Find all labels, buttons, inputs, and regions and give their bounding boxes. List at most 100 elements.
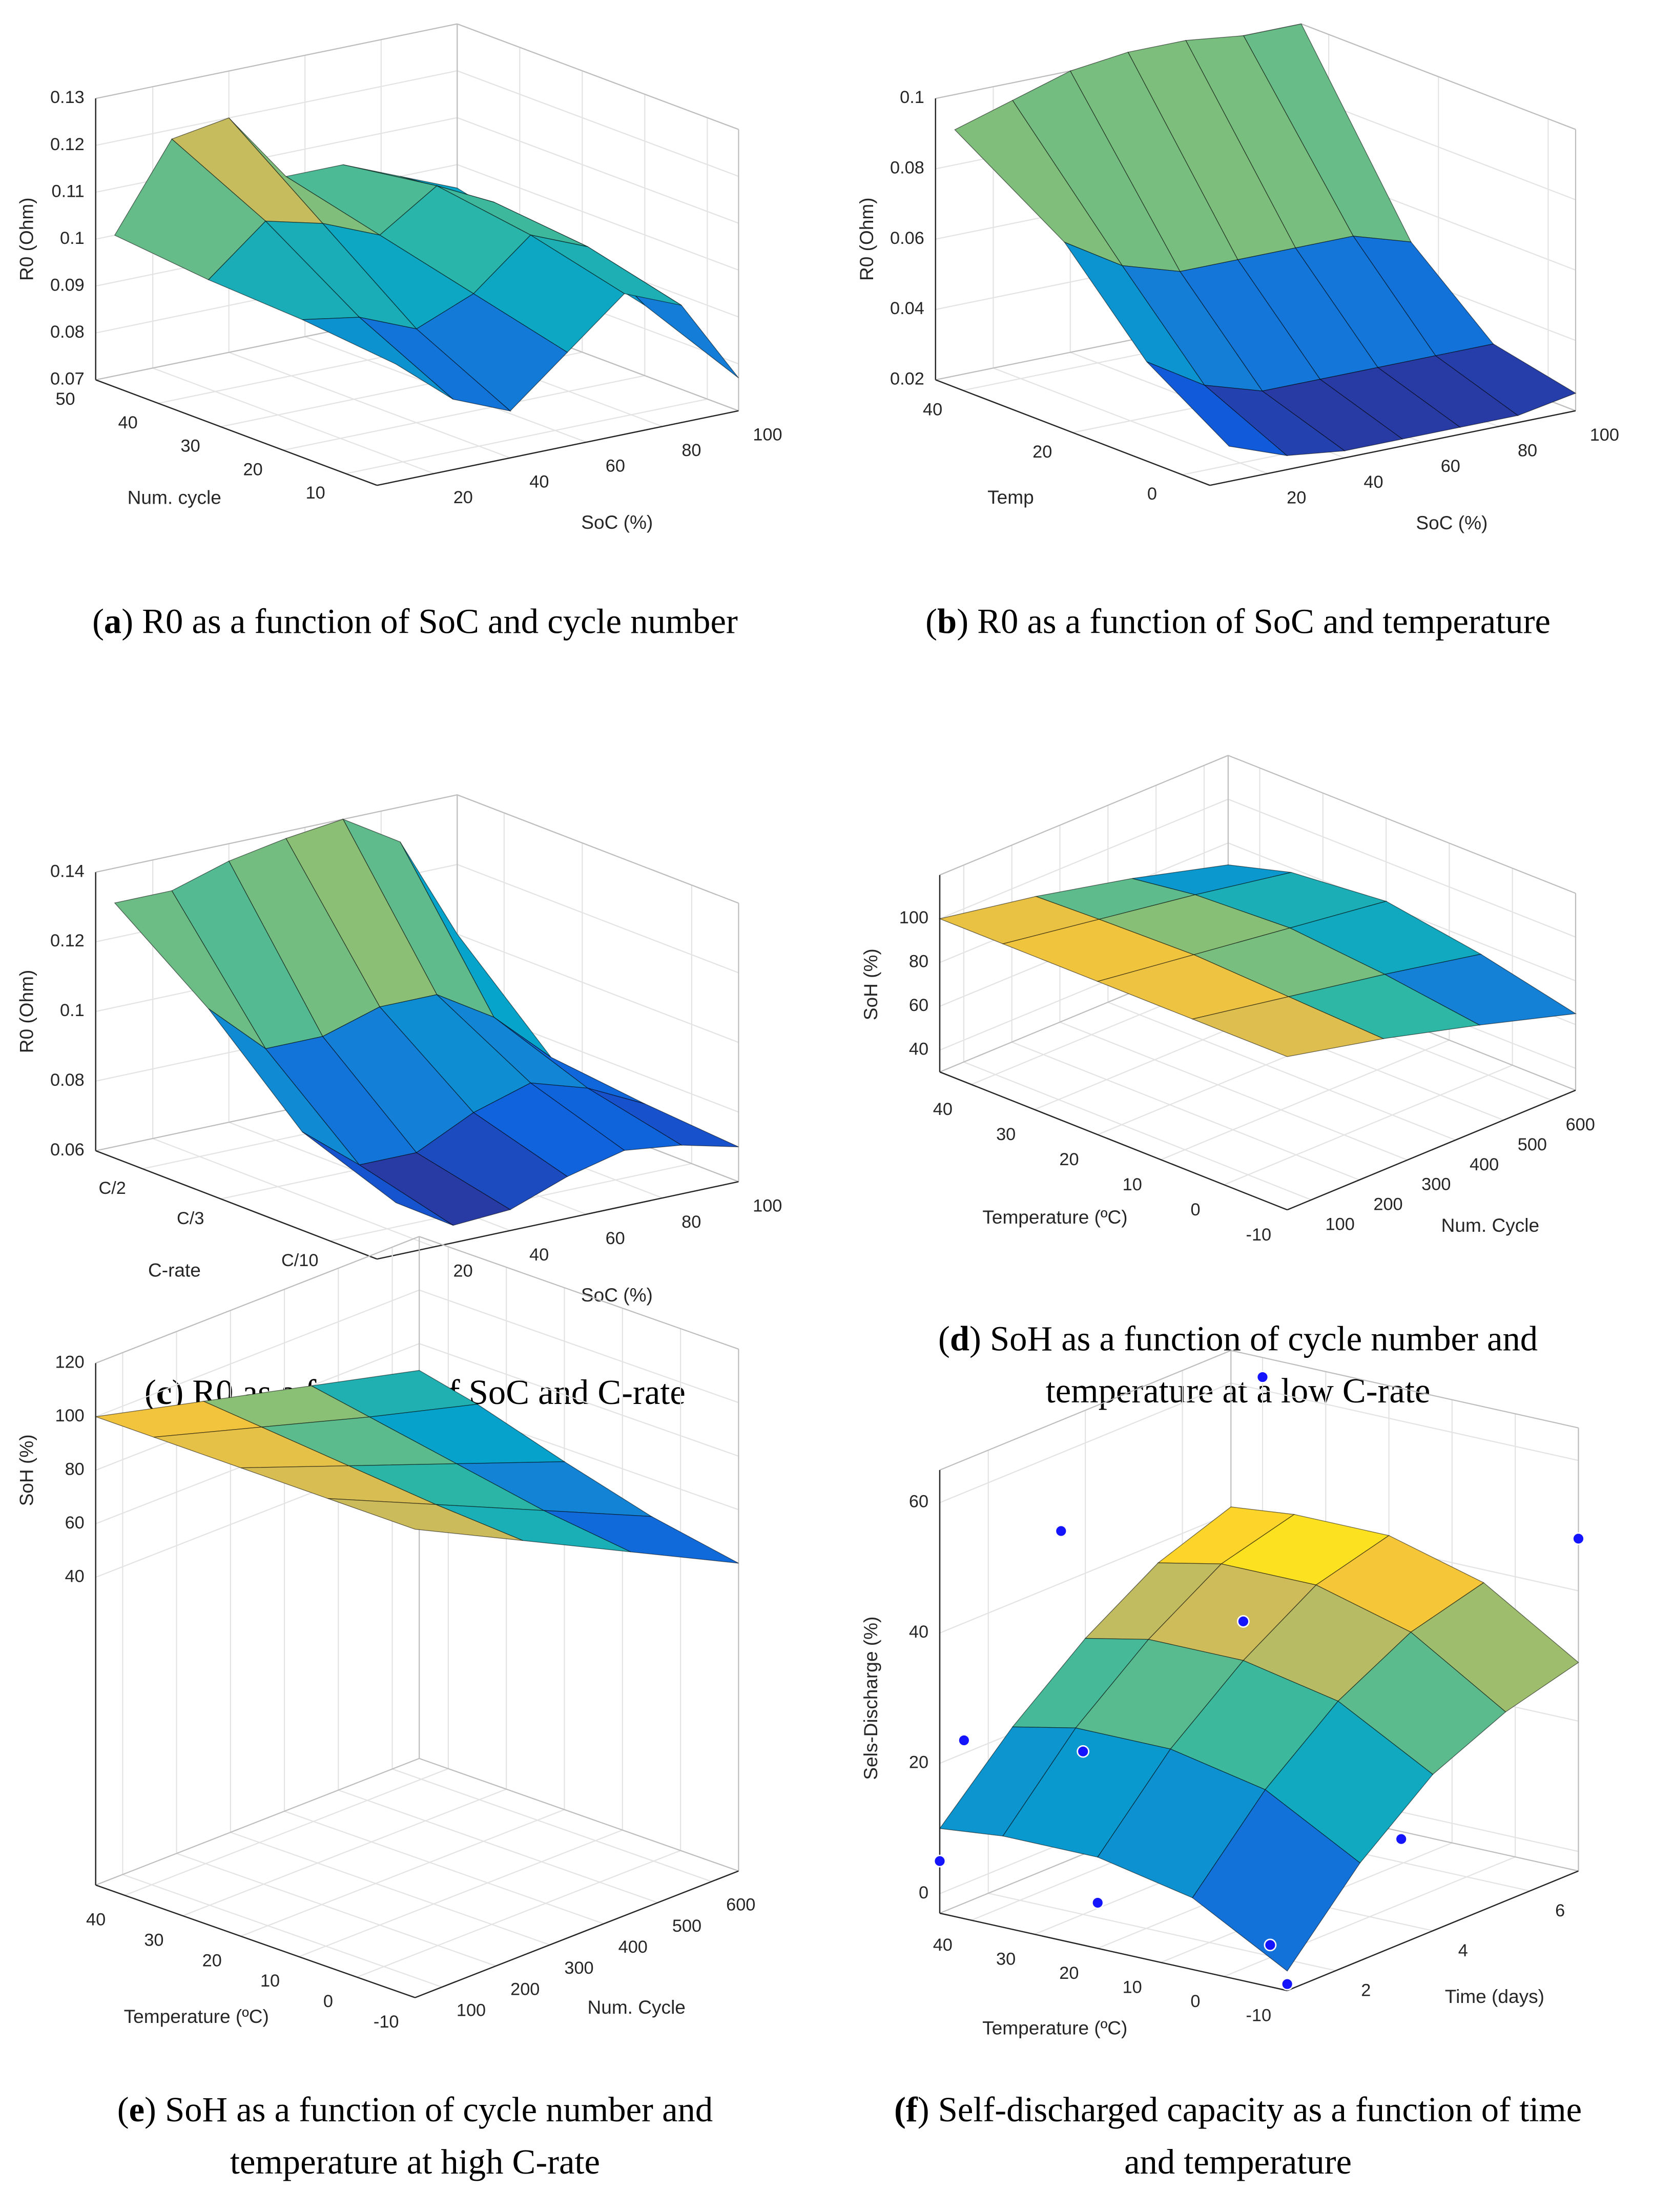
grid-line [1224,1064,1513,1186]
y-tick-label: 0 [1147,484,1157,504]
z-tick-label: 0.04 [890,299,924,318]
data-point [958,1734,970,1747]
y-tick-label: 6 [1555,1901,1565,1920]
x-tick-label: 100 [1590,425,1619,445]
y-tick-label: 100 [1326,1214,1355,1234]
x-tick-label: 30 [144,1930,163,1950]
y-tick-label: 500 [1518,1135,1547,1154]
z-tick-label: 0.12 [50,931,85,950]
x-tick-label: 20 [1059,1150,1079,1169]
z-tick-label: 0 [919,1883,928,1903]
x-tick-label: 40 [933,1100,953,1119]
grid-line [95,70,458,146]
surface-patch [1191,996,1385,1057]
x-tick-label: 40 [529,1245,549,1265]
z-tick-label: 40 [65,1566,85,1586]
z-tick-label: 100 [55,1406,85,1425]
x-axis-label: SoC (%) [581,511,653,533]
y-axis-label: Temp [987,486,1034,508]
y-tick-label: 40 [923,400,942,419]
data-point [1237,1615,1250,1628]
y-axis [415,1870,739,1998]
y-tick-label: 10 [306,483,325,503]
grid-line [457,933,739,1043]
z-tick-label: 60 [909,996,928,1015]
box-edge [1231,1350,1579,1429]
grid-line [1011,1041,1360,1181]
x-tick-label: 10 [1123,1175,1142,1194]
y-axis-label: Num. cycle [128,486,221,508]
data-point [933,1854,946,1868]
x-axis-label: Temperature (ºC) [982,1206,1127,1228]
x-tick-label: 40 [86,1910,106,1929]
y-tick-label: 2 [1361,1981,1371,2000]
grid-line [939,1513,1231,1634]
y-tick-label: 500 [672,1916,701,1936]
box-edge [457,794,739,904]
y-tick-label: 30 [181,437,200,456]
caption-part: ) SoH as a function of cycle number and [144,2090,713,2129]
caption-part: f [906,2090,918,2129]
grid-line [230,1831,550,1946]
surface-patch [302,1131,453,1226]
box-edge [95,1236,420,1364]
z-tick-label: 60 [909,1492,928,1512]
z-tick-label: 80 [909,952,928,971]
x-tick-label: 20 [453,1262,473,1281]
grid-line [122,1874,442,1988]
z-axis-label: Sels-Discharge (%) [860,1617,881,1780]
caption: (b) R0 as a function of SoC and temperat… [925,602,1551,640]
panel: -10 0 10 20 30 40 100 200 300 400 500 600 40 60 80 100 T… [860,755,1595,1410]
z-tick-label: 0.1 [60,1001,85,1020]
caption-part: d [950,1319,969,1358]
grid-line [240,1809,565,1937]
grid-line [939,798,1229,920]
x-tick-label: 100 [753,1196,782,1215]
y-tick-label: 200 [1373,1195,1402,1214]
grid-line [298,1829,623,1957]
y-tick-label: 600 [1566,1115,1595,1134]
caption: and temperature [1124,2142,1352,2181]
data-point [1256,1371,1269,1383]
grid-line [457,164,739,271]
grid-line [457,864,739,974]
y-tick-label: C/3 [177,1209,204,1228]
x-tick-label: -10 [374,2012,399,2032]
y-tick-label: 100 [457,2001,486,2020]
grid-line [457,117,739,224]
y-tick-label: 40 [118,413,138,432]
z-tick-label: 80 [65,1459,85,1479]
z-tick-label: 0.08 [50,1070,85,1090]
caption: temperature at high C-rate [230,2142,600,2181]
x-axis [377,1181,739,1260]
box-edge [95,1758,420,1886]
x-tick-label: 10 [260,1971,280,1991]
z-axis-label: R0 (Ohm) [16,970,37,1053]
grid-line [392,1768,712,1883]
z-tick-label: 0.07 [50,369,85,388]
caption-part: ( [144,1373,156,1412]
box-edge [457,23,739,130]
x-tick-label: 80 [681,1212,701,1232]
x-tick-label: 40 [529,472,549,491]
caption-part: ( [938,1319,950,1358]
y-tick-label: 600 [726,1895,755,1915]
panel: 20 40 60 80 100 0 20 40 0.02 0.04 0.06 0.08 0.1 SoC (… [856,23,1619,640]
z-tick-label: 60 [65,1513,85,1533]
x-tick-label: 60 [606,1229,625,1248]
caption-part: b [937,602,957,640]
grid-line [283,375,645,451]
y-tick-label: 200 [510,1979,540,1999]
y-tick-label: 20 [1032,442,1052,462]
data-point [1077,1745,1090,1758]
surface-patch [1146,361,1288,457]
y-tick-label: 4 [1458,1941,1468,1960]
x-axis-label: Temperature (ºC) [982,2017,1127,2038]
z-axis-label: SoH (%) [16,1434,37,1506]
caption-part: a [104,602,121,640]
y-tick-label: 50 [55,389,75,409]
grid-line [1107,1001,1456,1141]
z-tick-label: 0.08 [50,322,85,342]
x-tick-label: 30 [996,1950,1016,1969]
